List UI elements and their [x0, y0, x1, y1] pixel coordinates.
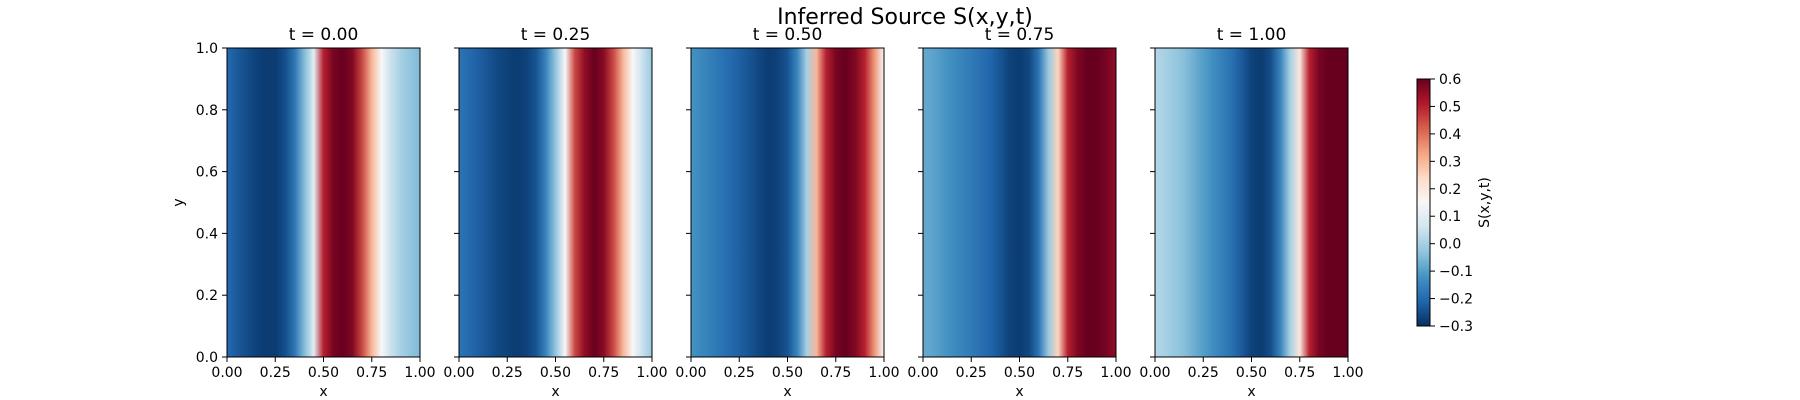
- panel-title: t = 0.25: [521, 25, 591, 45]
- x-tick-label: 1.00: [868, 365, 899, 381]
- colorbar-frame: [1416, 78, 1431, 327]
- x-tick-label: 0.75: [588, 365, 619, 381]
- x-tick-label: 0.75: [1284, 365, 1315, 381]
- heatmap-field: [227, 48, 420, 357]
- panel-1: t = 0.25 0.00 0.25 0.50 0.75 1.00 x: [443, 25, 667, 400]
- x-tick-label: 0.50: [1236, 365, 1267, 381]
- x-tick-label: 1.00: [1100, 365, 1131, 381]
- x-tick-label: 0.00: [1139, 365, 1170, 381]
- colorbar-tick-label: −0.3: [1439, 319, 1473, 335]
- x-tick-label: 0.25: [260, 365, 291, 381]
- panel-0: t = 0.00 0.00 0.25 0.50 0.75 1.00 x 0.0 0.2 0.4 0.…: [171, 25, 436, 400]
- heatmap-field: [691, 48, 884, 357]
- x-tick-label: 0.50: [1004, 365, 1035, 381]
- heatmap-field: [923, 48, 1116, 357]
- x-tick-label: 1.00: [636, 365, 667, 381]
- x-axis-label: x: [551, 384, 559, 400]
- x-tick-label: 0.00: [907, 365, 938, 381]
- x-tick-label: 0.50: [308, 365, 339, 381]
- y-tick-label: 0.6: [196, 165, 218, 181]
- colorbar-tick-label: 0.2: [1439, 182, 1461, 198]
- y-axis-label: y: [171, 198, 187, 206]
- x-tick-label: 0.25: [956, 365, 987, 381]
- x-tick-label: 0.25: [724, 365, 755, 381]
- panel-2: t = 0.50 0.00 0.25 0.50 0.75 1.00 x: [675, 25, 899, 400]
- panel-title: t = 0.75: [985, 25, 1055, 45]
- x-axis-label: x: [1247, 384, 1255, 400]
- panel-title: t = 0.00: [289, 25, 359, 45]
- x-axis-label: x: [783, 384, 791, 400]
- panels: t = 0.00 0.00 0.25 0.50 0.75 1.00 x 0.0 0.2 0.4 0.…: [171, 25, 1364, 400]
- panel-4: t = 1.00 0.00 0.25 0.50 0.75 1.00 x: [1139, 25, 1363, 400]
- x-tick-label: 0.25: [492, 365, 523, 381]
- figure-title: Inferred Source S(x,y,t): [777, 5, 1033, 30]
- x-tick-label: 0.50: [772, 365, 803, 381]
- x-tick-label: 0.50: [540, 365, 571, 381]
- colorbar-tick-label: 0.3: [1439, 154, 1461, 170]
- x-axis-label: x: [319, 384, 327, 400]
- x-tick-label: 1.00: [404, 365, 435, 381]
- x-tick-label: 0.00: [211, 365, 242, 381]
- colorbar-gradient: [1417, 79, 1430, 326]
- colorbar-tick-label: −0.2: [1439, 292, 1473, 308]
- colorbar-label: S(x,y,t): [1477, 177, 1493, 228]
- colorbar-tick-label: 0.0: [1439, 237, 1461, 253]
- panel-title: t = 0.50: [753, 25, 823, 45]
- colorbar-tick-label: −0.1: [1439, 264, 1473, 280]
- heatmap-field: [1155, 48, 1348, 357]
- x-tick-label: 0.75: [820, 365, 851, 381]
- y-tick-label: 0.4: [196, 226, 218, 242]
- x-tick-label: 0.75: [356, 365, 387, 381]
- colorbar-tick-label: 0.1: [1439, 209, 1461, 225]
- panel-3: t = 0.75 0.00 0.25 0.50 0.75 1.00 x: [907, 25, 1131, 400]
- heatmap-field: [459, 48, 652, 357]
- x-tick-label: 0.25: [1188, 365, 1219, 381]
- x-tick-label: 1.00: [1332, 365, 1363, 381]
- x-axis-label: x: [1015, 384, 1023, 400]
- y-tick-label: 0.8: [196, 103, 218, 119]
- y-tick-label: 0.2: [196, 288, 218, 304]
- x-tick-label: 0.00: [443, 365, 474, 381]
- colorbar: −0.3 −0.2 −0.1 0.0 0.1 0.2 0.3 0.4 0.5 0.6 S(x,y,t…: [1416, 72, 1493, 335]
- x-tick-label: 0.75: [1052, 365, 1083, 381]
- colorbar-tick-label: 0.6: [1439, 72, 1461, 88]
- x-tick-label: 0.00: [675, 365, 706, 381]
- y-tick-label: 0.0: [196, 350, 218, 366]
- panel-title: t = 1.00: [1217, 25, 1287, 45]
- y-tick-label: 1.0: [196, 41, 218, 57]
- colorbar-tick-label: 0.5: [1439, 99, 1461, 115]
- colorbar-tick-label: 0.4: [1439, 127, 1461, 143]
